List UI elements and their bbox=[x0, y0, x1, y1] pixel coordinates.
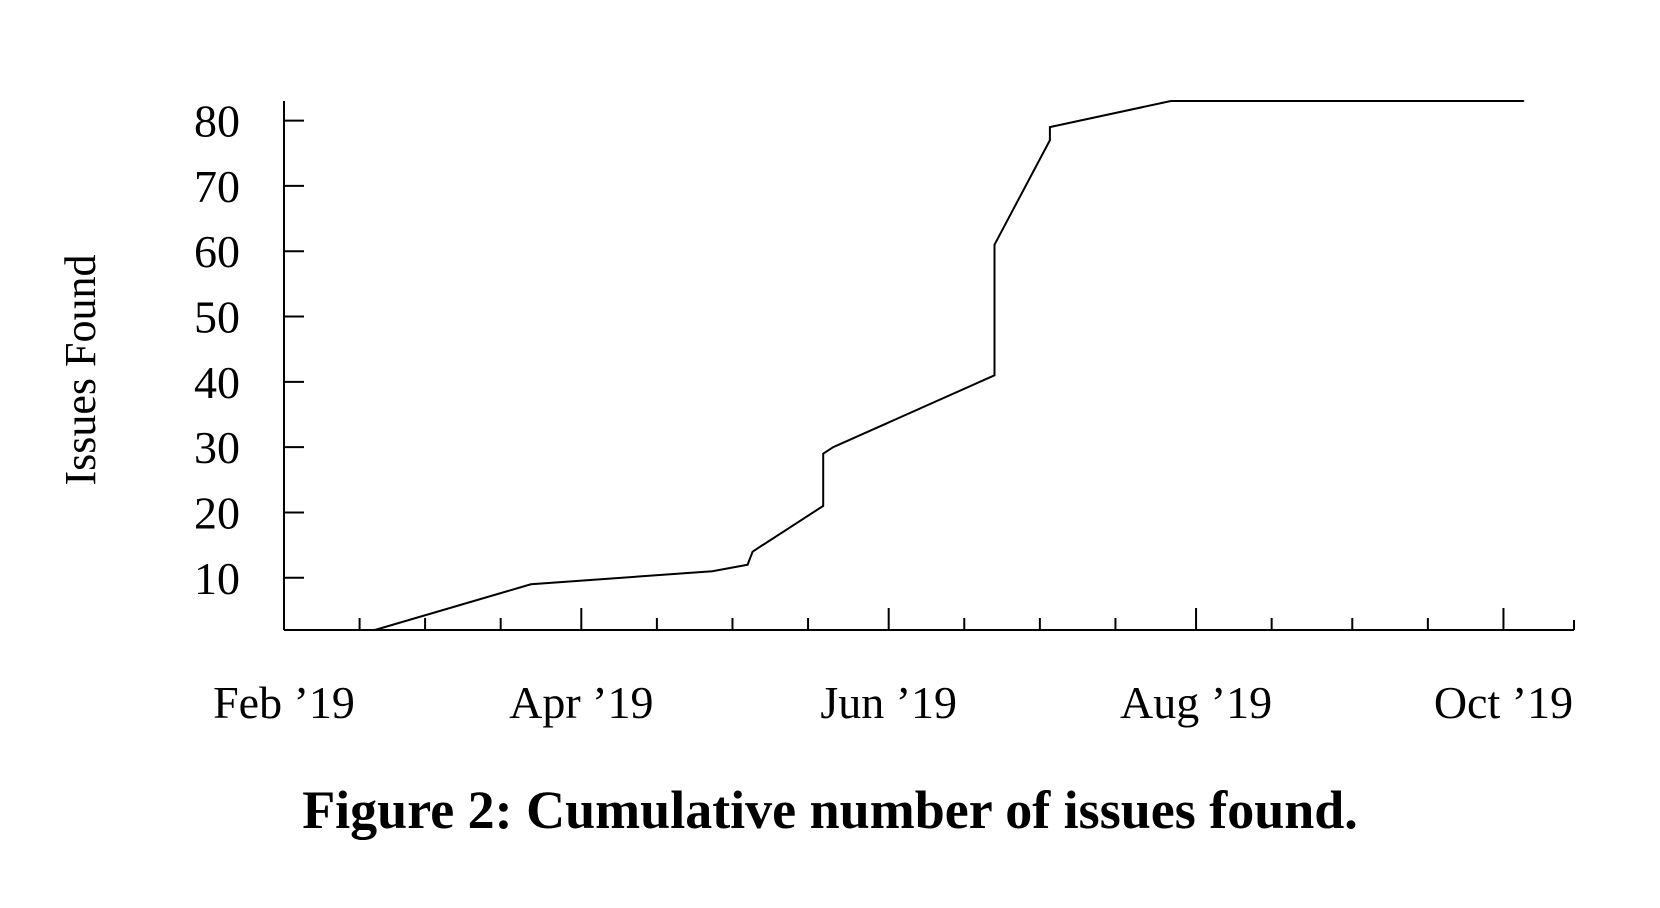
data-point bbox=[993, 374, 996, 377]
line-chart: 10 20 30 40 50 60 70 80 Feb ’19 Apr ’19 Jun ’19 Au… bbox=[56, 96, 1575, 728]
data-point bbox=[1049, 139, 1051, 141]
y-tick-label: 60 bbox=[194, 226, 240, 277]
data-point bbox=[993, 243, 996, 246]
x-axis: Feb ’19 Apr ’19 Jun ’19 Aug ’19 Oct ’19 bbox=[213, 608, 1575, 728]
data-point bbox=[373, 629, 376, 631]
x-tick-label: Oct ’19 bbox=[1434, 677, 1573, 728]
x-tick-label: Jun ’19 bbox=[820, 677, 957, 728]
data-point bbox=[822, 505, 824, 507]
x-tick-label: Apr ’19 bbox=[509, 677, 653, 728]
data-point bbox=[746, 563, 749, 566]
data-point bbox=[751, 550, 754, 553]
figure-caption: Figure 2: Cumulative number of issues fo… bbox=[302, 780, 1358, 840]
data-point bbox=[832, 446, 835, 448]
data-point bbox=[530, 583, 532, 586]
series bbox=[373, 100, 1525, 631]
series-line bbox=[374, 100, 1524, 631]
data-point bbox=[1522, 100, 1525, 102]
y-tick-label: 70 bbox=[194, 161, 240, 212]
data-point bbox=[1049, 126, 1051, 128]
data-point bbox=[822, 452, 824, 455]
x-tick-label: Feb ’19 bbox=[213, 677, 355, 728]
y-tick-label: 40 bbox=[194, 357, 240, 408]
y-tick-label: 30 bbox=[194, 422, 240, 473]
x-tick-label: Aug ’19 bbox=[1120, 677, 1272, 728]
y-tick-label: 80 bbox=[194, 96, 240, 147]
y-tick-label: 10 bbox=[194, 553, 240, 604]
data-point bbox=[1170, 100, 1172, 102]
y-axis: 10 20 30 40 50 60 70 80 bbox=[194, 96, 304, 630]
y-tick-label: 50 bbox=[194, 292, 240, 343]
y-axis-label: Issues Found bbox=[56, 254, 105, 485]
y-tick-label: 20 bbox=[194, 487, 240, 538]
data-point bbox=[711, 570, 714, 572]
